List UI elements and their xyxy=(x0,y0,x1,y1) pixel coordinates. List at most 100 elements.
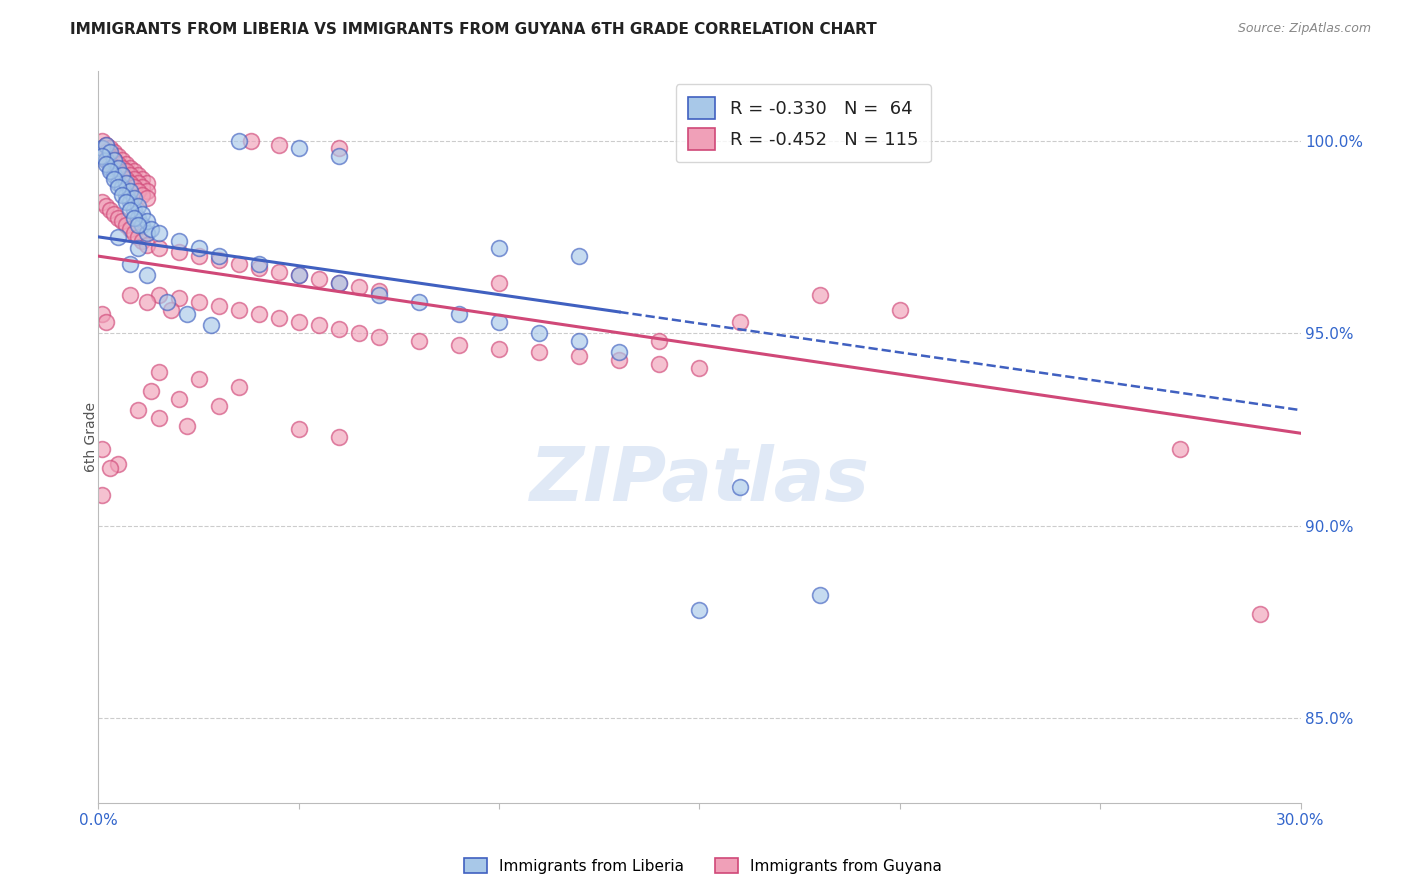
Point xyxy=(328,322,350,336)
Point xyxy=(568,334,591,348)
Point xyxy=(609,345,631,359)
Point xyxy=(96,153,118,167)
Point xyxy=(107,457,129,471)
Point xyxy=(124,226,146,240)
Point xyxy=(328,276,350,290)
Point xyxy=(96,157,118,171)
Point xyxy=(107,164,129,178)
Point xyxy=(96,199,118,213)
Point xyxy=(91,134,114,148)
Point xyxy=(1170,442,1192,456)
Point xyxy=(148,242,170,256)
Point xyxy=(208,299,231,313)
Point xyxy=(96,153,118,167)
Point xyxy=(568,249,591,263)
Point xyxy=(124,191,146,205)
Point xyxy=(111,161,134,175)
Point xyxy=(347,280,370,294)
Point xyxy=(368,287,391,301)
Point xyxy=(103,169,125,183)
Point xyxy=(115,164,138,178)
Point xyxy=(103,207,125,221)
Point xyxy=(267,310,290,325)
Point xyxy=(124,211,146,225)
Point xyxy=(288,422,311,436)
Point xyxy=(308,318,330,333)
Point xyxy=(568,349,591,363)
Point xyxy=(689,360,711,375)
Point xyxy=(1250,607,1272,622)
Point xyxy=(124,202,146,217)
Point xyxy=(167,392,190,406)
Legend: R = -0.330   N =  64, R = -0.452   N = 115: R = -0.330 N = 64, R = -0.452 N = 115 xyxy=(675,84,931,162)
Text: ZIPatlas: ZIPatlas xyxy=(530,444,869,517)
Point xyxy=(100,149,122,163)
Point xyxy=(148,410,170,425)
Point xyxy=(103,153,125,167)
Point xyxy=(648,334,671,348)
Point xyxy=(100,461,122,475)
Point xyxy=(328,141,350,155)
Point xyxy=(131,234,153,248)
Point xyxy=(228,380,250,394)
Point xyxy=(124,164,146,178)
Point xyxy=(111,169,134,183)
Point xyxy=(187,295,209,310)
Point xyxy=(103,153,125,167)
Point xyxy=(368,284,391,298)
Point xyxy=(91,442,114,456)
Text: Source: ZipAtlas.com: Source: ZipAtlas.com xyxy=(1237,22,1371,36)
Point xyxy=(115,176,138,190)
Point xyxy=(115,219,138,233)
Point xyxy=(728,315,751,329)
Point xyxy=(347,326,370,340)
Point xyxy=(167,292,190,306)
Point xyxy=(488,276,510,290)
Point xyxy=(103,145,125,160)
Point xyxy=(208,249,231,263)
Legend: Immigrants from Liberia, Immigrants from Guyana: Immigrants from Liberia, Immigrants from… xyxy=(458,852,948,880)
Point xyxy=(529,326,551,340)
Point xyxy=(135,237,157,252)
Point xyxy=(488,315,510,329)
Point xyxy=(368,330,391,344)
Point xyxy=(111,179,134,194)
Point xyxy=(408,295,430,310)
Point xyxy=(139,384,162,398)
Point xyxy=(148,226,170,240)
Point xyxy=(447,307,470,321)
Point xyxy=(128,169,150,183)
Point xyxy=(167,245,190,260)
Point xyxy=(488,342,510,356)
Point xyxy=(328,149,350,163)
Point xyxy=(529,345,551,359)
Point xyxy=(107,230,129,244)
Point xyxy=(96,137,118,152)
Point xyxy=(103,172,125,186)
Point xyxy=(808,287,831,301)
Point xyxy=(120,222,142,236)
Y-axis label: 6th Grade: 6th Grade xyxy=(84,402,98,472)
Point xyxy=(447,337,470,351)
Point xyxy=(228,257,250,271)
Point xyxy=(159,303,181,318)
Point xyxy=(135,184,157,198)
Point xyxy=(128,403,150,417)
Point xyxy=(135,191,157,205)
Point xyxy=(120,169,142,183)
Point xyxy=(103,161,125,175)
Text: IMMIGRANTS FROM LIBERIA VS IMMIGRANTS FROM GUYANA 6TH GRADE CORRELATION CHART: IMMIGRANTS FROM LIBERIA VS IMMIGRANTS FR… xyxy=(70,22,877,37)
Point xyxy=(288,141,311,155)
Point xyxy=(648,357,671,371)
Point xyxy=(208,399,231,413)
Point xyxy=(107,179,129,194)
Point xyxy=(91,195,114,210)
Point xyxy=(200,318,222,333)
Point xyxy=(308,272,330,286)
Point xyxy=(135,214,157,228)
Point xyxy=(100,157,122,171)
Point xyxy=(107,157,129,171)
Point xyxy=(111,169,134,183)
Point xyxy=(808,588,831,602)
Point xyxy=(135,176,157,190)
